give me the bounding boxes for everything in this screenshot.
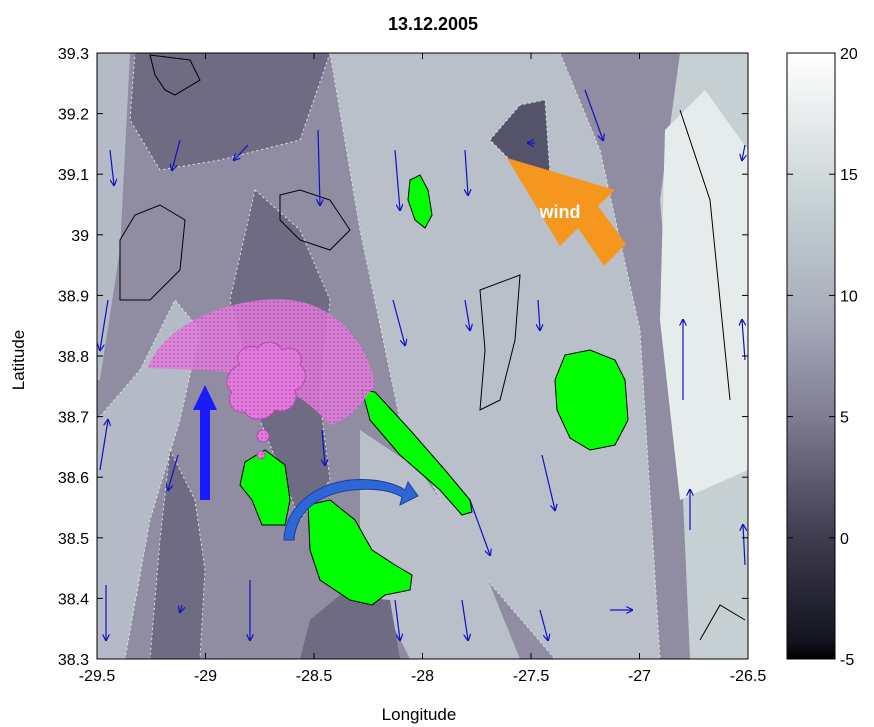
island-sao-jorge bbox=[361, 389, 473, 516]
chart-title: 13.12.2005 bbox=[388, 14, 478, 34]
y-axis: 38.3 38.4 38.5 38.6 38.7 38.8 38.9 39 39.1 39.2 39… bbox=[58, 46, 748, 669]
x-tick-label: -28.5 bbox=[296, 668, 333, 685]
colorbar-tick-label: 0 bbox=[840, 531, 849, 548]
y-tick-label: 38.9 bbox=[58, 288, 89, 305]
y-tick-label: 39 bbox=[71, 228, 89, 245]
colorbar-tick-label: -5 bbox=[840, 652, 854, 669]
colorbar-tick-label: 10 bbox=[840, 288, 858, 305]
y-tick-label: 39.3 bbox=[58, 46, 89, 63]
plume-cloud bbox=[226, 341, 306, 420]
colorbar-tick-label: 20 bbox=[840, 46, 858, 63]
y-axis-label: Latitude bbox=[9, 330, 28, 391]
y-tick-label: 38.5 bbox=[58, 531, 89, 548]
y-tick-label: 39.1 bbox=[58, 167, 89, 184]
curved-arrow bbox=[283, 479, 419, 541]
x-tick-label: -29 bbox=[194, 668, 217, 685]
colorbar-axis: -5 0 5 10 15 20 bbox=[787, 46, 858, 669]
x-tick-label: -29.5 bbox=[79, 668, 116, 685]
colorbar-tick-label: 15 bbox=[840, 167, 858, 184]
wind-vectors bbox=[100, 89, 745, 640]
x-tick-label: -27.5 bbox=[513, 668, 550, 685]
islands bbox=[239, 174, 629, 606]
blue-up-arrow bbox=[193, 385, 217, 500]
colorbar-tick-label: 5 bbox=[840, 410, 849, 427]
y-tick-label: 39.2 bbox=[58, 107, 89, 124]
island-corvo bbox=[407, 174, 433, 229]
plume-bubble-large bbox=[256, 429, 270, 443]
x-tick-label: -26.5 bbox=[730, 668, 767, 685]
y-tick-label: 38.6 bbox=[58, 470, 89, 487]
y-tick-label: 38.4 bbox=[58, 591, 89, 608]
x-axis: -29.5 -29 -28.5 -28 -27.5 -27 -26.5 bbox=[79, 53, 767, 685]
plume bbox=[148, 299, 375, 460]
colorbar bbox=[786, 52, 836, 660]
y-tick-label: 38.3 bbox=[58, 652, 89, 669]
wind-arrow: wind bbox=[507, 158, 626, 266]
wind-label: wind bbox=[539, 202, 581, 222]
x-tick-label: -28 bbox=[411, 668, 434, 685]
x-tick-label: -27 bbox=[628, 668, 651, 685]
y-tick-label: 38.7 bbox=[58, 410, 89, 427]
island-graciosa bbox=[554, 349, 629, 451]
island-pico bbox=[307, 499, 413, 606]
y-tick-label: 38.8 bbox=[58, 349, 89, 366]
x-axis-label: Longitude bbox=[382, 705, 457, 724]
island-faial bbox=[239, 449, 291, 526]
plume-bubble-small bbox=[256, 450, 266, 460]
